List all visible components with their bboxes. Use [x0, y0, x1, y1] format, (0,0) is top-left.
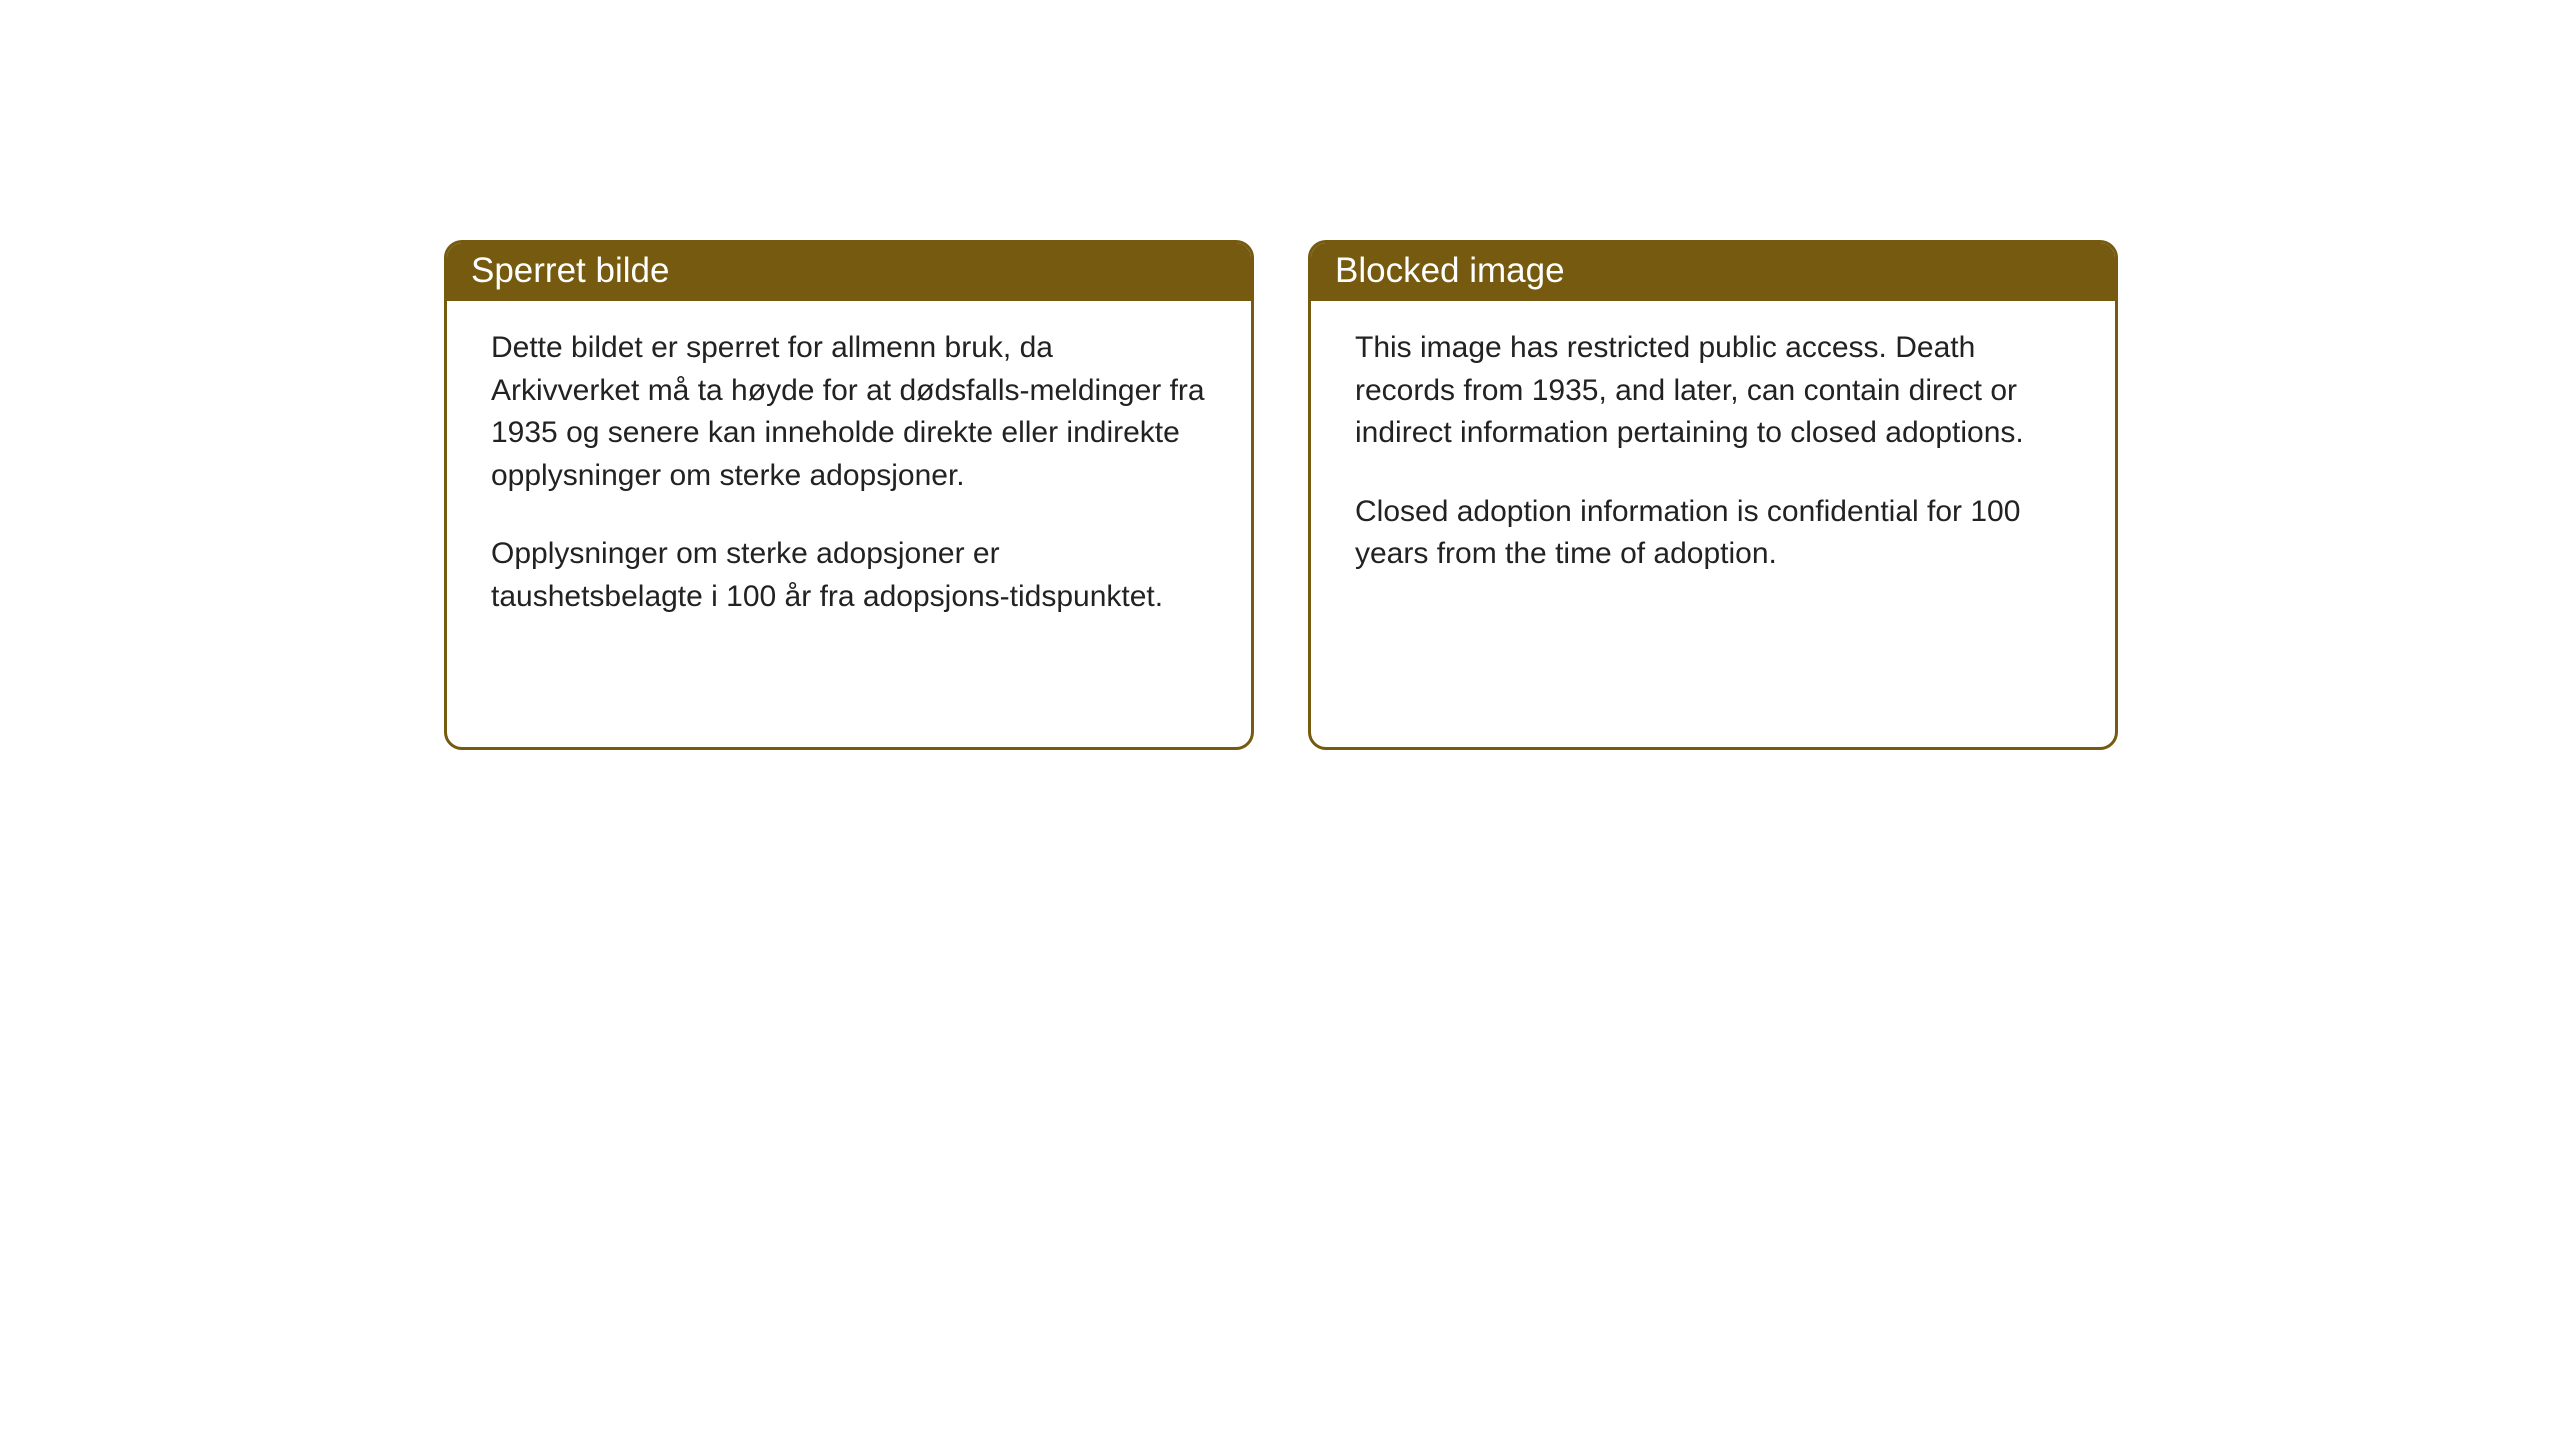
card-paragraph-1-english: This image has restricted public access.…: [1355, 327, 2071, 455]
notice-card-norwegian: Sperret bilde Dette bildet er sperret fo…: [444, 240, 1254, 750]
card-paragraph-1-norwegian: Dette bildet er sperret for allmenn bruk…: [491, 327, 1207, 497]
card-header-english: Blocked image: [1311, 243, 2115, 301]
card-body-norwegian: Dette bildet er sperret for allmenn bruk…: [447, 301, 1251, 659]
card-title-english: Blocked image: [1335, 251, 1565, 290]
notice-container: Sperret bilde Dette bildet er sperret fo…: [444, 240, 2118, 750]
card-body-english: This image has restricted public access.…: [1311, 301, 2115, 616]
card-header-norwegian: Sperret bilde: [447, 243, 1251, 301]
card-paragraph-2-norwegian: Opplysninger om sterke adopsjoner er tau…: [491, 533, 1207, 618]
notice-card-english: Blocked image This image has restricted …: [1308, 240, 2118, 750]
card-paragraph-2-english: Closed adoption information is confident…: [1355, 491, 2071, 576]
card-title-norwegian: Sperret bilde: [471, 251, 669, 290]
